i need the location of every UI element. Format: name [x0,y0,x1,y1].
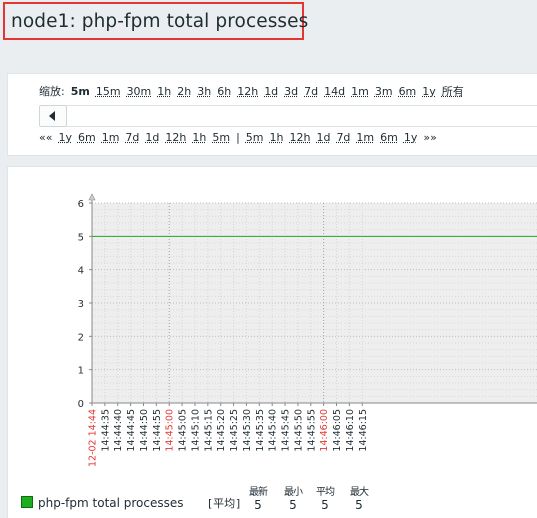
x-tick-label: 14:46:10 [345,409,356,452]
x-tick-label: 14:45:45 [281,409,292,452]
legend-stat-label: 最大 [350,487,369,498]
zoom-option-14[interactable]: 6m [398,85,417,98]
x-tick-label: 14:44:45 [126,409,137,452]
x-tick-label: 14:45:55 [306,409,317,452]
period-separator: | [236,131,240,144]
period-shift-bar: «« 1y 6m 1m 7d 1d 12h 1h 5m | 5m 1h 12h 1d 7d 1m 6m 1y »» [39,131,443,144]
zoom-label: 缩放: [39,85,65,98]
period-forward-1[interactable]: 1h [269,131,284,144]
legend-stat-value: 5 [254,498,262,512]
period-forward-marker: »» [423,131,437,144]
legend: php-fpm total processes [平均] [21,495,242,511]
x-tick-label: 12-02 14:44 [88,409,99,467]
zoom-option-12[interactable]: 1m [351,85,369,98]
legend-stat-label: 最小 [284,487,303,498]
time-navigation-panel: 缩放: 5m 15m 30m 1h 2h 3h 6h 12h 1d 3d 7d 14d 1m 3m 6m 1y 所… [7,73,537,156]
period-back-2[interactable]: 1m [101,131,120,144]
period-forward-7[interactable]: 1y [403,131,418,144]
y-tick-label: 1 [78,366,84,377]
zoom-option-15[interactable]: 1y [422,85,436,98]
zoom-option-16[interactable]: 所有 [441,85,464,98]
y-tick-label: 5 [78,232,84,243]
legend-stat-1: 最小 5 [281,483,305,512]
zoom-option-11[interactable]: 14d [324,85,346,98]
period-forward-2[interactable]: 12h [289,131,311,144]
period-back-5[interactable]: 12h [165,131,187,144]
x-tick-label: 14:46:15 [358,409,369,452]
time-scrollbar[interactable] [67,105,537,127]
zoom-option-0: 5m [70,85,90,98]
y-axis-arrow [88,193,96,201]
x-tick-label: 14:45:40 [268,409,279,452]
period-back-6[interactable]: 1h [192,131,207,144]
x-tick-label: 14:45:05 [178,409,189,452]
x-tick-label: 14:46:05 [332,409,343,452]
zoom-option-4[interactable]: 2h [177,85,192,98]
legend-swatch [21,496,33,508]
zoom-option-10[interactable]: 7d [304,85,319,98]
period-forward-6[interactable]: 6m [380,131,398,144]
x-tick-label: 14:45:35 [255,409,266,452]
zoom-bar: 缩放: 5m 15m 30m 1h 2h 3h 6h 12h 1d 3d 7d 14d 1m 3m 6m 1y 所… [39,83,470,99]
legend-stat-2: 平均 5 [313,483,337,512]
legend-stat-value: 5 [289,498,297,512]
x-tick-label: 14:44:40 [113,409,124,452]
period-back-4[interactable]: 1d [145,131,160,144]
x-tick-label: 14:45:10 [190,409,201,452]
zoom-option-3[interactable]: 1h [157,85,172,98]
x-tick-label: 14:44:50 [139,409,150,452]
period-forward-3[interactable]: 1d [316,131,331,144]
period-back-3[interactable]: 7d [125,131,140,144]
page-title-box: node1: php-fpm total processes [3,2,308,40]
legend-stat-label: 最新 [249,487,268,498]
period-back-0[interactable]: 1y [58,131,72,144]
y-tick-label: 2 [78,332,84,343]
page-title: node1: php-fpm total processes [11,11,309,32]
x-tick-label: 14:45:00 [165,409,176,452]
legend-stat-3: 最大 5 [347,483,371,512]
zoom-option-8[interactable]: 1d [264,85,279,98]
y-tick-label: 0 [78,399,84,410]
zoom-option-13[interactable]: 3m [374,85,393,98]
legend-function: [平均] [206,497,242,510]
legend-stat-value: 5 [321,498,329,512]
period-forward-0[interactable]: 5m [245,131,264,144]
x-tick-label: 14:45:15 [203,409,214,452]
x-tick-label: 14:45:30 [242,409,253,452]
period-back-7[interactable]: 5m [212,131,231,144]
y-tick-label: 3 [78,299,84,310]
period-back-1[interactable]: 6m [77,131,96,144]
legend-stat-label: 平均 [316,487,335,498]
scroll-left-button[interactable] [39,105,67,127]
zoom-option-1[interactable]: 15m [95,85,121,98]
x-tick-label: 14:45:25 [229,409,240,452]
zoom-option-6[interactable]: 6h [217,85,232,98]
x-tick-label: 14:44:35 [100,409,111,452]
period-forward-4[interactable]: 7d [336,131,351,144]
y-tick-label: 4 [78,266,84,277]
x-tick-label: 14:45:50 [293,409,304,452]
legend-stat-0: 最新 5 [246,483,270,512]
x-tick-label: 14:46:00 [319,409,330,452]
zoom-option-2[interactable]: 30m [126,85,152,98]
y-tick-label: 6 [78,199,84,210]
zoom-option-9[interactable]: 3d [284,85,299,98]
x-tick-label: 14:44:55 [152,409,163,452]
zoom-option-5[interactable]: 3h [197,85,212,98]
period-forward-5[interactable]: 1m [356,131,375,144]
legend-series-name: php-fpm total processes [38,496,184,510]
period-back-marker: «« [39,131,53,144]
zoom-option-7[interactable]: 12h [237,85,259,98]
x-tick-label: 14:45:20 [216,409,227,452]
legend-stat-value: 5 [355,498,363,512]
